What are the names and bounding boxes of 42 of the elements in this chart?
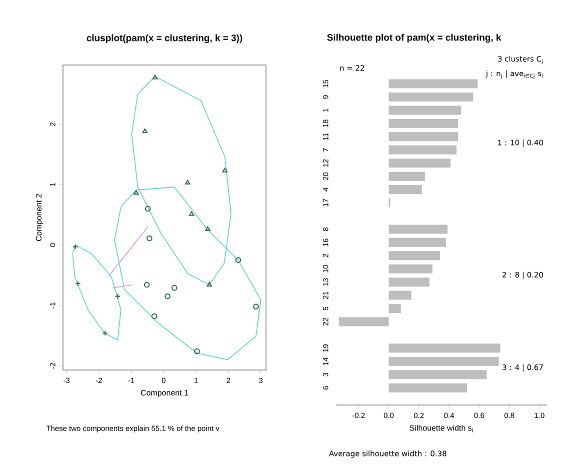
bar xyxy=(388,383,468,392)
bar xyxy=(388,158,451,168)
bar xyxy=(388,251,440,260)
point xyxy=(142,128,148,134)
point xyxy=(205,226,210,232)
bar xyxy=(388,370,487,380)
bar xyxy=(388,118,458,128)
bar xyxy=(388,185,422,194)
point xyxy=(151,313,158,320)
point xyxy=(164,293,171,300)
bar xyxy=(388,132,458,142)
chart-title: clusplot(pam(x = clustering, k = 3)) xyxy=(86,34,242,44)
bar xyxy=(388,304,401,314)
point xyxy=(194,348,200,354)
point xyxy=(185,180,190,185)
bar xyxy=(388,224,448,234)
bar xyxy=(339,317,389,326)
point xyxy=(235,257,242,264)
point xyxy=(114,293,121,300)
bar xyxy=(388,264,432,274)
point xyxy=(253,304,259,310)
point xyxy=(222,168,228,172)
bar xyxy=(388,344,500,353)
chart-title: Silhouette plot of pam(x = clustering, k xyxy=(327,34,502,43)
point xyxy=(134,190,139,195)
bar xyxy=(388,172,425,181)
bar xyxy=(388,145,457,154)
point xyxy=(152,74,158,80)
bar xyxy=(388,290,412,300)
bar xyxy=(388,238,446,247)
point xyxy=(146,235,152,242)
point xyxy=(206,282,212,287)
bar xyxy=(388,278,430,287)
point xyxy=(171,284,178,291)
point xyxy=(188,211,194,216)
point xyxy=(72,244,78,250)
point xyxy=(144,282,150,288)
bar xyxy=(388,356,499,366)
point xyxy=(144,206,151,212)
bar xyxy=(388,92,474,102)
bar xyxy=(388,79,478,88)
bar xyxy=(388,106,462,115)
